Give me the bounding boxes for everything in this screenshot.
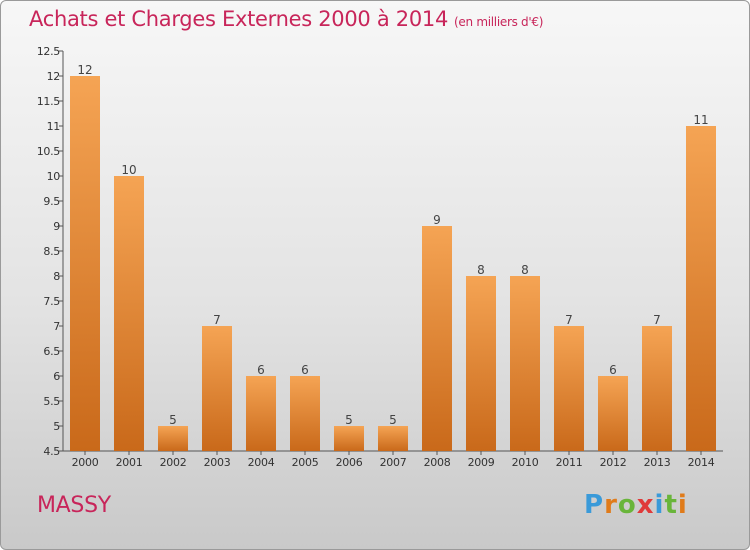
logo-letter: P	[584, 490, 605, 520]
x-tick-label-2012: 2012	[600, 456, 627, 469]
y-tick-label: 5.5	[43, 395, 60, 408]
bar-2011	[554, 326, 584, 451]
x-tick-label-2007: 2007	[380, 456, 407, 469]
x-tick-label-2001: 2001	[116, 456, 143, 469]
logo-letter: i	[677, 490, 688, 520]
logo-letter: i	[654, 490, 665, 520]
x-tick-label-2003: 2003	[204, 456, 231, 469]
x-tick-label-2010: 2010	[512, 456, 539, 469]
logo-letter: x	[636, 490, 655, 520]
bar-2013	[642, 326, 672, 451]
y-tick-label: 6	[53, 370, 60, 383]
y-tick-label: 4.5	[43, 445, 60, 458]
x-tick-label-2011: 2011	[556, 456, 583, 469]
logo-letter: o	[617, 490, 637, 520]
data-label-2014: 11	[693, 113, 708, 127]
logo-letter: t	[664, 490, 678, 520]
x-tick-label-2000: 2000	[72, 456, 99, 469]
x-tick-label-2006: 2006	[336, 456, 363, 469]
data-label-2009: 8	[477, 263, 485, 277]
chart-title-text: Achats et Charges Externes 2000 à 2014	[29, 7, 449, 31]
y-tick-label: 7.5	[43, 295, 60, 308]
y-tick-label: 5	[53, 420, 60, 433]
y-tick-label: 9.5	[43, 195, 60, 208]
data-label-2005: 6	[301, 363, 309, 377]
data-label-2000: 12	[77, 63, 92, 77]
proxiti-logo: Proxiti	[584, 490, 688, 520]
x-tick-label-2014: 2014	[688, 456, 715, 469]
town-name: MASSY	[37, 493, 111, 518]
x-tick-label-2004: 2004	[248, 456, 275, 469]
bar-2002	[158, 426, 188, 451]
bar-2009	[466, 276, 496, 451]
y-tick-label: 8.5	[43, 245, 60, 258]
data-label-2007: 5	[389, 413, 397, 427]
y-tick-label: 10.5	[37, 145, 61, 158]
chart-title: Achats et Charges Externes 2000 à 2014 (e…	[29, 7, 543, 31]
x-tick-label-2005: 2005	[292, 456, 319, 469]
data-label-2003: 7	[213, 313, 221, 327]
data-label-2002: 5	[169, 413, 177, 427]
bar-2001	[114, 176, 144, 451]
data-label-2010: 8	[521, 263, 529, 277]
bar-2008	[422, 226, 452, 451]
y-tick-label: 12.5	[37, 45, 61, 58]
bar-2000	[70, 76, 100, 451]
data-label-2011: 7	[565, 313, 573, 327]
y-tick-label: 12	[47, 70, 60, 83]
logo-letter: r	[604, 490, 618, 520]
data-label-2013: 7	[653, 313, 661, 327]
data-label-2008: 9	[433, 213, 441, 227]
bar-2007	[378, 426, 408, 451]
bar-2004	[246, 376, 276, 451]
bar-2014	[686, 126, 716, 451]
data-label-2001: 10	[121, 163, 136, 177]
y-tick-label: 9	[53, 220, 60, 233]
bar-2012	[598, 376, 628, 451]
bar-2003	[202, 326, 232, 451]
y-tick-label: 7	[53, 320, 60, 333]
data-label-2012: 6	[609, 363, 617, 377]
y-tick-label: 6.5	[43, 345, 60, 358]
bar-2005	[290, 376, 320, 451]
x-tick-label-2009: 2009	[468, 456, 495, 469]
y-tick-label: 11	[47, 120, 60, 133]
bar-2006	[334, 426, 364, 451]
x-tick-label-2008: 2008	[424, 456, 451, 469]
y-tick-label: 8	[53, 270, 60, 283]
x-tick-label-2002: 2002	[160, 456, 187, 469]
data-label-2004: 6	[257, 363, 265, 377]
y-tick-label: 11.5	[37, 95, 61, 108]
x-tick-label-2013: 2013	[644, 456, 671, 469]
y-tick-label: 10	[47, 170, 61, 183]
data-label-2006: 5	[345, 413, 353, 427]
chart-unit: (en milliers d'€)	[454, 15, 544, 29]
bar-2010	[510, 276, 540, 451]
